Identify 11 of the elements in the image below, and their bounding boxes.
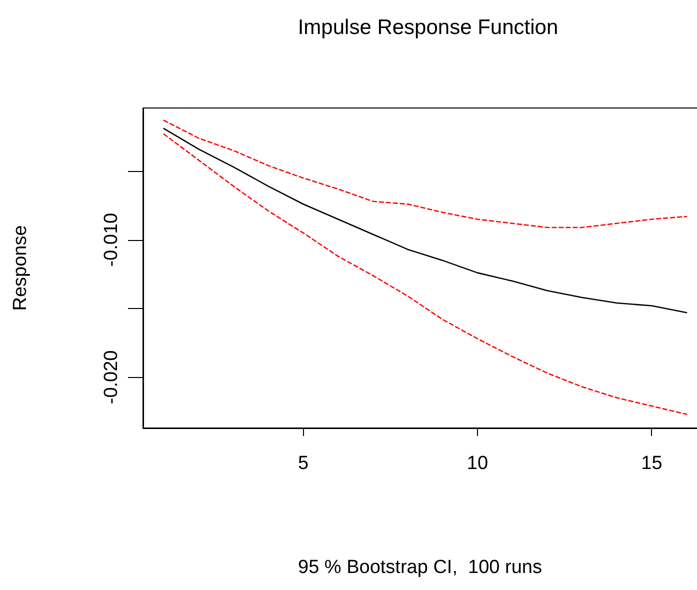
chart-title: Impulse Response Function: [298, 16, 558, 39]
y-axis-title: Response: [10, 225, 31, 311]
line-series: [163, 120, 688, 228]
x-tick-label: 5: [298, 453, 309, 474]
line-series: [163, 128, 688, 314]
line-series: [163, 133, 688, 415]
y-tick-label: -0.020: [101, 350, 122, 404]
y-tick-label: -0.010: [101, 212, 122, 267]
x-tick-label: 15: [641, 453, 662, 474]
x-tick-label: 10: [466, 453, 488, 474]
x-axis-title: 95 % Bootstrap CI, 100 runs: [298, 557, 542, 578]
